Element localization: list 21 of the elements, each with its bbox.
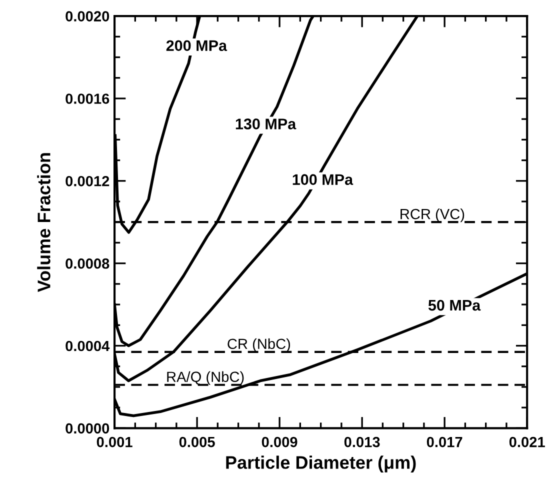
ref-line-label: RA/Q (NbC) xyxy=(167,371,244,385)
y-tick-label: 0.0016 xyxy=(66,94,110,104)
y-tick-label: 0.0000 xyxy=(66,423,110,434)
x-tick-label: 0.009 xyxy=(262,436,298,448)
y-tick-label: 0.0012 xyxy=(66,176,110,186)
y-tick-label: 0.0008 xyxy=(66,258,110,269)
x-tick-label: 0.013 xyxy=(344,436,380,448)
x-tick-label: 0.001 xyxy=(96,436,132,448)
ref-line-label: CR (NbC) xyxy=(228,338,290,352)
y-tick-label: 0.0004 xyxy=(66,340,110,352)
x-tick-label: 0.005 xyxy=(179,436,215,448)
annotation: 100 MPa xyxy=(292,174,354,185)
x-tick-label: 0.021 xyxy=(509,436,545,448)
annotation: 130 MPa xyxy=(236,118,296,130)
x-tick-label: 0.017 xyxy=(426,436,462,448)
annotation: 50 MPa xyxy=(428,300,481,311)
y-axis-title: Volume Fraction xyxy=(37,153,50,292)
annotation: 200 MPa xyxy=(166,40,228,52)
ref-line-label: RCR (VC) xyxy=(400,208,464,222)
x-axis-title: Particle Diameter (μm) xyxy=(226,456,416,472)
y-tick-label: 0.0020 xyxy=(66,11,110,22)
